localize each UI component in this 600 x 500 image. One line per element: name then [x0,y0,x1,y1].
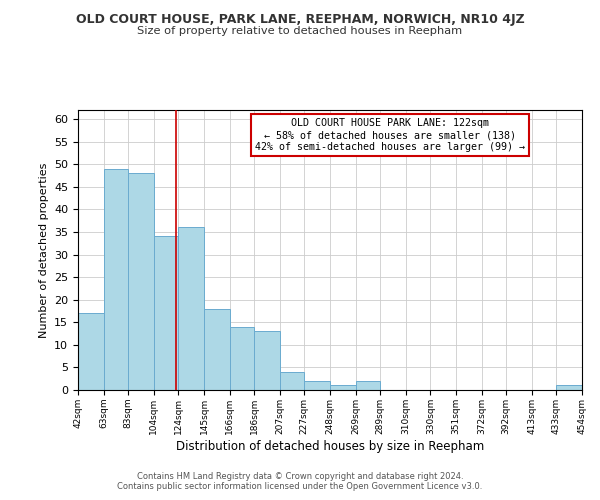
Bar [356,381,380,390]
Bar [128,173,154,390]
Bar [104,168,128,390]
Bar [230,327,254,390]
Text: Contains HM Land Registry data © Crown copyright and database right 2024.: Contains HM Land Registry data © Crown c… [137,472,463,481]
Bar [178,228,204,390]
Bar [154,236,178,390]
X-axis label: Distribution of detached houses by size in Reepham: Distribution of detached houses by size … [176,440,484,452]
Bar [78,313,104,390]
Text: OLD COURT HOUSE PARK LANE: 122sqm
← 58% of detached houses are smaller (138)
42%: OLD COURT HOUSE PARK LANE: 122sqm ← 58% … [256,118,526,152]
Bar [280,372,304,390]
Text: Contains public sector information licensed under the Open Government Licence v3: Contains public sector information licen… [118,482,482,491]
Bar [304,381,330,390]
Bar [254,332,280,390]
Text: Size of property relative to detached houses in Reepham: Size of property relative to detached ho… [137,26,463,36]
Y-axis label: Number of detached properties: Number of detached properties [38,162,49,338]
Text: OLD COURT HOUSE, PARK LANE, REEPHAM, NORWICH, NR10 4JZ: OLD COURT HOUSE, PARK LANE, REEPHAM, NOR… [76,12,524,26]
Bar [556,386,582,390]
Bar [330,386,356,390]
Bar [204,308,230,390]
